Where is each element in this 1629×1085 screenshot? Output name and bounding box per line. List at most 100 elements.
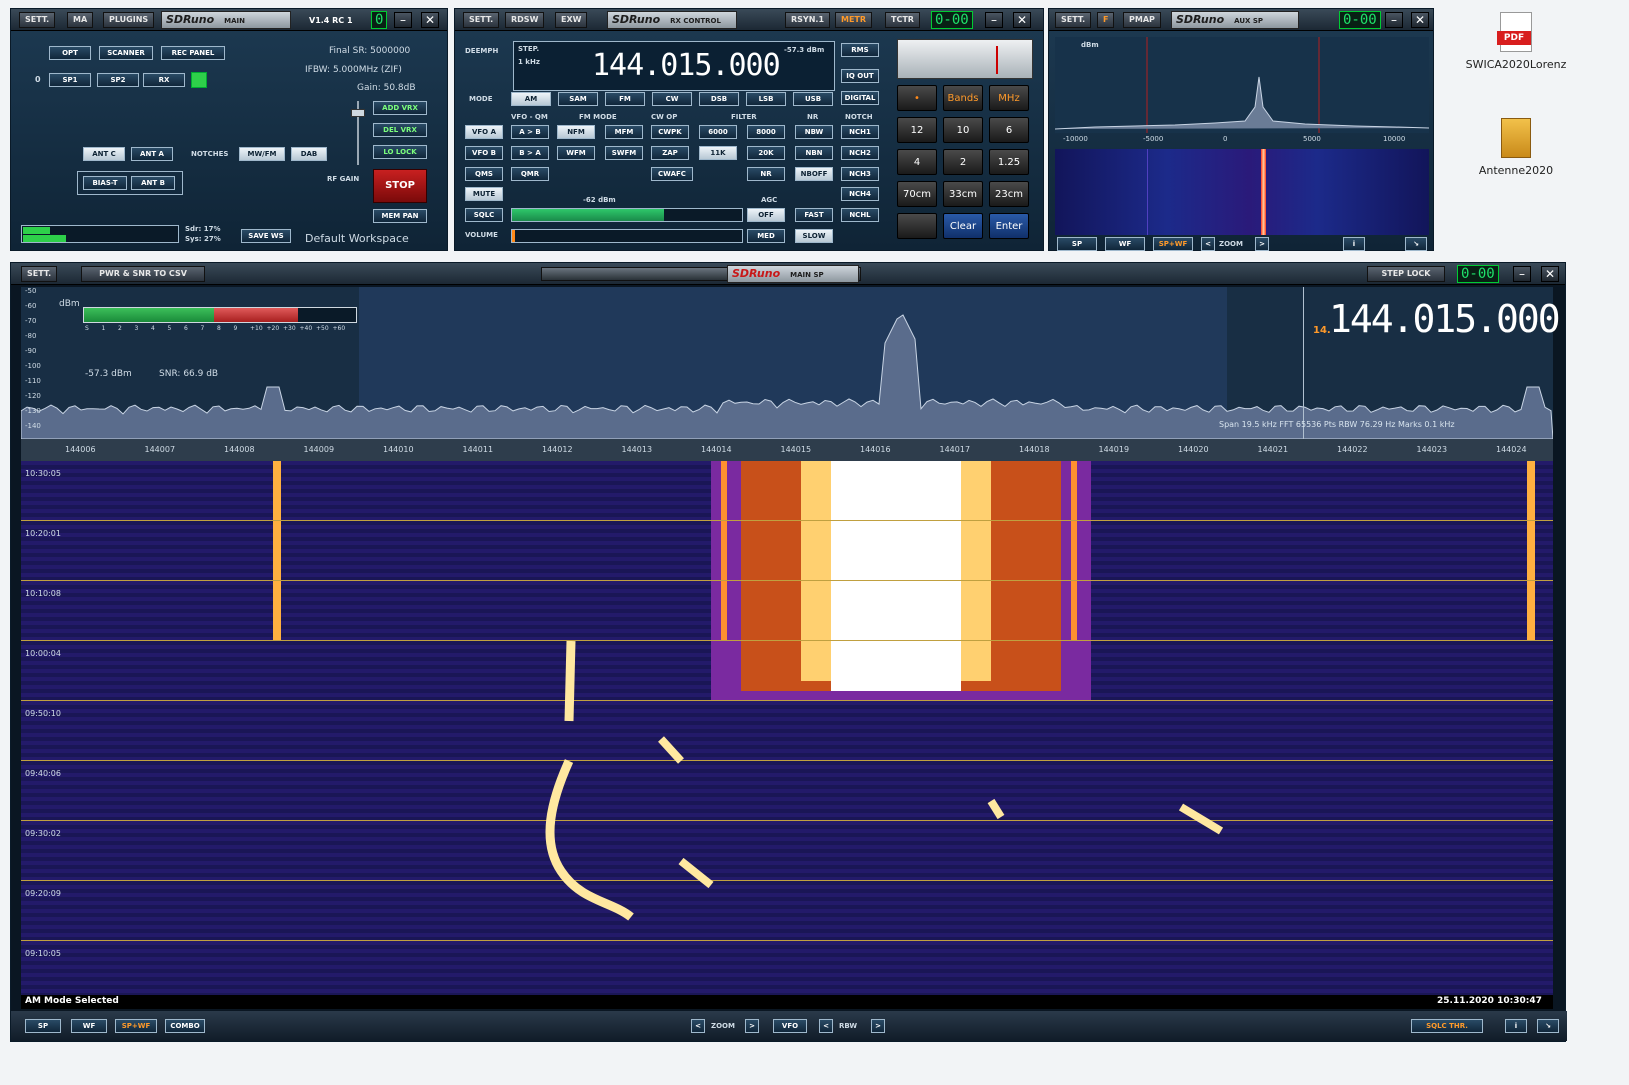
frequency-display[interactable]: STEP. 1 kHz 144.015.000 -57.3 dBm — [513, 41, 835, 91]
desktop-icon-pdf[interactable]: PDF SWICA2020Lorenz — [1460, 12, 1572, 71]
del-vrx-button[interactable]: DEL VRX — [373, 123, 427, 137]
row1-cwpk-button[interactable]: CWPK — [651, 125, 689, 139]
agc-slow-button[interactable]: SLOW — [795, 229, 833, 243]
row2-11k-button[interactable]: 11K — [699, 146, 737, 160]
rf-gain-thumb[interactable] — [351, 109, 365, 117]
rsyn-button[interactable]: RSYN.1 — [785, 12, 831, 28]
main-spectrum[interactable] — [21, 287, 1553, 439]
rbw-up-button[interactable]: > — [871, 1019, 885, 1033]
digital-button[interactable]: DIGITAL — [841, 91, 879, 105]
row1-8000-button[interactable]: 8000 — [747, 125, 785, 139]
keypad-key-3[interactable]: 12 — [897, 117, 937, 143]
mute-button[interactable]: MUTE — [465, 187, 503, 201]
aux-info-button[interactable]: i — [1343, 237, 1365, 251]
keypad-key-0[interactable]: • — [897, 85, 937, 111]
row1-vfo-a-button[interactable]: VFO A — [465, 125, 503, 139]
row2-wfm-button[interactable]: WFM — [557, 146, 595, 160]
step-lock-button[interactable]: STEP LOCK — [1367, 266, 1445, 282]
agc-med-button[interactable]: MED — [747, 229, 785, 243]
stop-button[interactable]: STOP — [373, 169, 427, 203]
volume-slider[interactable] — [511, 229, 743, 243]
rx-minimize-button[interactable]: – — [985, 12, 1003, 28]
mainsp-minimize-button[interactable]: – — [1513, 266, 1531, 282]
sp2-button[interactable]: SP2 — [97, 73, 139, 87]
keypad-key-14[interactable]: Enter — [989, 213, 1029, 239]
pmap-button[interactable]: PMAP — [1123, 12, 1161, 28]
close-button[interactable]: ✕ — [421, 12, 439, 28]
mainsp-sp-button[interactable]: SP — [25, 1019, 61, 1033]
mode-lsb-button[interactable]: LSB — [746, 92, 786, 106]
row2-zap-button[interactable]: ZAP — [651, 146, 689, 160]
sett-button[interactable]: SETT. — [19, 12, 56, 28]
metr-button[interactable]: METR — [835, 12, 873, 28]
scanner-button[interactable]: SCANNER — [99, 46, 153, 60]
main-waterfall[interactable] — [21, 461, 1553, 995]
mwfm-button[interactable]: MW/FM — [239, 147, 285, 161]
lo-lock-button[interactable]: LO LOCK — [373, 145, 427, 159]
keypad-key-6[interactable]: 4 — [897, 149, 937, 175]
opt-button[interactable]: OPT — [49, 46, 91, 60]
keypad-key-4[interactable]: 10 — [943, 117, 983, 143]
zoom-in-button[interactable]: > — [745, 1019, 759, 1033]
row2-b-a-button[interactable]: B > A — [511, 146, 549, 160]
nch4-button[interactable]: NCH4 — [841, 187, 879, 201]
nch3-button[interactable]: NCH3 — [841, 167, 879, 181]
aux-spectrum[interactable]: dBm — [1054, 37, 1430, 133]
vfo-button[interactable]: VFO — [773, 1019, 807, 1033]
aux-zoom-in[interactable]: > — [1255, 237, 1269, 251]
row1-mfm-button[interactable]: MFM — [605, 125, 643, 139]
mode-usb-button[interactable]: USB — [793, 92, 833, 106]
row1-nch1-button[interactable]: NCH1 — [841, 125, 879, 139]
rbw-down-button[interactable]: < — [819, 1019, 833, 1033]
dab-button[interactable]: DAB — [291, 147, 327, 161]
rf-gain-slider[interactable] — [351, 101, 365, 165]
qmr-button[interactable]: QMR — [511, 167, 549, 181]
sqlc-button[interactable]: SQLC — [465, 208, 503, 222]
tctr-button[interactable]: TCTR — [885, 12, 920, 28]
nr-button[interactable]: NR — [747, 167, 785, 181]
sp1-button[interactable]: SP1 — [49, 73, 91, 87]
nboff-button[interactable]: NBOFF — [795, 167, 833, 181]
keypad-key-11[interactable]: 23cm — [989, 181, 1029, 207]
rx-button[interactable]: RX — [143, 73, 185, 87]
pwr-snr-csv-button[interactable]: PWR & SNR TO CSV — [81, 266, 205, 282]
cwafc-button[interactable]: CWAFC — [651, 167, 693, 181]
rx-close-button[interactable]: ✕ — [1013, 12, 1031, 28]
agc-off-button[interactable]: OFF — [747, 208, 785, 222]
aux-sp-button[interactable]: SP — [1057, 237, 1097, 251]
iq-out-button[interactable]: IQ OUT — [841, 69, 879, 83]
aux-spwf-button[interactable]: SP+WF — [1153, 237, 1193, 251]
keypad-key-1[interactable]: Bands — [943, 85, 983, 111]
keypad-key-13[interactable]: Clear — [943, 213, 983, 239]
row1-nbw-button[interactable]: NBW — [795, 125, 833, 139]
row2-swfm-button[interactable]: SWFM — [605, 146, 643, 160]
mem-pan-button[interactable]: MEM PAN — [373, 209, 427, 223]
nchl-button[interactable]: NCHL — [841, 208, 879, 222]
combo-button[interactable]: COMBO — [165, 1019, 205, 1033]
aux-sett-button[interactable]: SETT. — [1055, 12, 1092, 28]
sqlc-thr-button[interactable]: SQLC THR. — [1411, 1019, 1483, 1033]
exw-button[interactable]: EXW — [555, 12, 588, 28]
keypad-key-10[interactable]: 33cm — [943, 181, 983, 207]
rms-button[interactable]: RMS — [841, 43, 879, 57]
ant-a-button[interactable]: ANT A — [131, 147, 173, 161]
mainsp-resize-button[interactable]: ↘ — [1537, 1019, 1559, 1033]
ant-b-button[interactable]: ANT B — [131, 176, 175, 190]
row2-nbn-button[interactable]: NBN — [795, 146, 833, 160]
f-button[interactable]: F — [1097, 12, 1115, 28]
mainsp-sett-button[interactable]: SETT. — [21, 266, 58, 282]
minimize-button[interactable]: – — [394, 12, 412, 28]
keypad-key-5[interactable]: 6 — [989, 117, 1029, 143]
mode-am-button[interactable]: AM — [511, 92, 551, 106]
mode-sam-button[interactable]: SAM — [558, 92, 598, 106]
add-vrx-button[interactable]: ADD VRX — [373, 101, 427, 115]
ma-button[interactable]: MA — [67, 12, 94, 28]
row2-20k-button[interactable]: 20K — [747, 146, 785, 160]
mainsp-info-button[interactable]: i — [1505, 1019, 1527, 1033]
save-ws-button[interactable]: SAVE WS — [241, 229, 291, 243]
mainsp-spwf-button[interactable]: SP+WF — [115, 1019, 157, 1033]
row1-a-b-button[interactable]: A > B — [511, 125, 549, 139]
mode-dsb-button[interactable]: DSB — [699, 92, 739, 106]
row1-nfm-button[interactable]: NFM — [557, 125, 595, 139]
aux-waterfall[interactable] — [1055, 149, 1429, 235]
